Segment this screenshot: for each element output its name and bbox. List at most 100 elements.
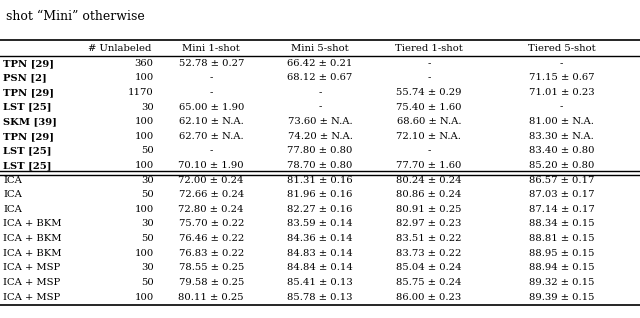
Text: 55.74 ± 0.29: 55.74 ± 0.29 <box>396 88 461 97</box>
Text: 85.75 ± 0.24: 85.75 ± 0.24 <box>396 278 461 287</box>
Text: 100: 100 <box>134 293 154 301</box>
Text: 88.95 ± 0.15: 88.95 ± 0.15 <box>529 249 595 258</box>
Text: Mini 5-shot: Mini 5-shot <box>291 44 349 53</box>
Text: 66.42 ± 0.21: 66.42 ± 0.21 <box>287 59 353 68</box>
Text: 83.30 ± N.A.: 83.30 ± N.A. <box>529 132 594 141</box>
Text: 30: 30 <box>141 219 154 228</box>
Text: 72.10 ± N.A.: 72.10 ± N.A. <box>396 132 461 141</box>
Text: TPN [29]: TPN [29] <box>3 88 54 97</box>
Text: Mini 1-shot: Mini 1-shot <box>182 44 240 53</box>
Text: 88.94 ± 0.15: 88.94 ± 0.15 <box>529 263 595 272</box>
Text: 50: 50 <box>141 146 154 156</box>
Text: -: - <box>427 73 431 82</box>
Text: PSN [2]: PSN [2] <box>3 73 47 82</box>
Text: ICA: ICA <box>3 205 22 214</box>
Text: TPN [29]: TPN [29] <box>3 59 54 68</box>
Text: 72.00 ± 0.24: 72.00 ± 0.24 <box>179 176 244 185</box>
Text: 100: 100 <box>134 117 154 126</box>
Text: 78.55 ± 0.25: 78.55 ± 0.25 <box>179 263 244 272</box>
Text: 71.01 ± 0.23: 71.01 ± 0.23 <box>529 88 595 97</box>
Text: 83.51 ± 0.22: 83.51 ± 0.22 <box>396 234 461 243</box>
Text: -: - <box>209 73 213 82</box>
Text: 81.96 ± 0.16: 81.96 ± 0.16 <box>287 190 353 199</box>
Text: 77.70 ± 1.60: 77.70 ± 1.60 <box>396 161 461 170</box>
Text: 85.04 ± 0.24: 85.04 ± 0.24 <box>396 263 461 272</box>
Text: 50: 50 <box>141 278 154 287</box>
Text: ICA: ICA <box>3 190 22 199</box>
Text: 77.80 ± 0.80: 77.80 ± 0.80 <box>287 146 353 156</box>
Text: 360: 360 <box>134 59 154 68</box>
Text: ICA + MSP: ICA + MSP <box>3 293 60 301</box>
Text: 89.32 ± 0.15: 89.32 ± 0.15 <box>529 278 595 287</box>
Text: 80.11 ± 0.25: 80.11 ± 0.25 <box>179 293 244 301</box>
Text: ICA: ICA <box>3 176 22 185</box>
Text: 50: 50 <box>141 190 154 199</box>
Text: 84.36 ± 0.14: 84.36 ± 0.14 <box>287 234 353 243</box>
Text: 75.40 ± 1.60: 75.40 ± 1.60 <box>396 103 461 112</box>
Text: 80.86 ± 0.24: 80.86 ± 0.24 <box>396 190 461 199</box>
Text: 83.40 ± 0.80: 83.40 ± 0.80 <box>529 146 595 156</box>
Text: 81.31 ± 0.16: 81.31 ± 0.16 <box>287 176 353 185</box>
Text: SKM [39]: SKM [39] <box>3 117 57 126</box>
Text: ICA + BKM: ICA + BKM <box>3 249 61 258</box>
Text: LST [25]: LST [25] <box>3 161 52 170</box>
Text: 73.60 ± N.A.: 73.60 ± N.A. <box>288 117 352 126</box>
Text: 30: 30 <box>141 103 154 112</box>
Text: 100: 100 <box>134 249 154 258</box>
Text: 100: 100 <box>134 161 154 170</box>
Text: ICA + BKM: ICA + BKM <box>3 219 61 228</box>
Text: 81.00 ± N.A.: 81.00 ± N.A. <box>529 117 594 126</box>
Text: TPN [29]: TPN [29] <box>3 132 54 141</box>
Text: 76.46 ± 0.22: 76.46 ± 0.22 <box>179 234 244 243</box>
Text: 87.03 ± 0.17: 87.03 ± 0.17 <box>529 190 595 199</box>
Text: 72.66 ± 0.24: 72.66 ± 0.24 <box>179 190 244 199</box>
Text: 68.12 ± 0.67: 68.12 ± 0.67 <box>287 73 353 82</box>
Text: 82.27 ± 0.16: 82.27 ± 0.16 <box>287 205 353 214</box>
Text: 76.83 ± 0.22: 76.83 ± 0.22 <box>179 249 244 258</box>
Text: 52.78 ± 0.27: 52.78 ± 0.27 <box>179 59 244 68</box>
Text: -: - <box>318 103 322 112</box>
Text: 74.20 ± N.A.: 74.20 ± N.A. <box>287 132 353 141</box>
Text: 84.84 ± 0.14: 84.84 ± 0.14 <box>287 263 353 272</box>
Text: # Unlabeled: # Unlabeled <box>88 44 152 53</box>
Text: 100: 100 <box>134 73 154 82</box>
Text: -: - <box>560 59 563 68</box>
Text: 1170: 1170 <box>128 88 154 97</box>
Text: 85.20 ± 0.80: 85.20 ± 0.80 <box>529 161 595 170</box>
Text: ICA + MSP: ICA + MSP <box>3 263 60 272</box>
Text: -: - <box>209 88 213 97</box>
Text: 83.59 ± 0.14: 83.59 ± 0.14 <box>287 219 353 228</box>
Text: 100: 100 <box>134 205 154 214</box>
Text: 80.24 ± 0.24: 80.24 ± 0.24 <box>396 176 461 185</box>
Text: ICA + MSP: ICA + MSP <box>3 278 60 287</box>
Text: 72.80 ± 0.24: 72.80 ± 0.24 <box>179 205 244 214</box>
Text: 71.15 ± 0.67: 71.15 ± 0.67 <box>529 73 595 82</box>
Text: 87.14 ± 0.17: 87.14 ± 0.17 <box>529 205 595 214</box>
Text: 86.00 ± 0.23: 86.00 ± 0.23 <box>396 293 461 301</box>
Text: -: - <box>318 88 322 97</box>
Text: 78.70 ± 0.80: 78.70 ± 0.80 <box>287 161 353 170</box>
Text: LST [25]: LST [25] <box>3 103 52 112</box>
Text: 88.34 ± 0.15: 88.34 ± 0.15 <box>529 219 595 228</box>
Text: Tiered 1-shot: Tiered 1-shot <box>395 44 463 53</box>
Text: 30: 30 <box>141 176 154 185</box>
Text: 68.60 ± N.A.: 68.60 ± N.A. <box>397 117 461 126</box>
Text: ICA + BKM: ICA + BKM <box>3 234 61 243</box>
Text: LST [25]: LST [25] <box>3 146 52 156</box>
Text: 83.73 ± 0.22: 83.73 ± 0.22 <box>396 249 461 258</box>
Text: 84.83 ± 0.14: 84.83 ± 0.14 <box>287 249 353 258</box>
Text: 70.10 ± 1.90: 70.10 ± 1.90 <box>179 161 244 170</box>
Text: 86.57 ± 0.17: 86.57 ± 0.17 <box>529 176 595 185</box>
Text: 89.39 ± 0.15: 89.39 ± 0.15 <box>529 293 595 301</box>
Text: 88.81 ± 0.15: 88.81 ± 0.15 <box>529 234 595 243</box>
Text: 62.10 ± N.A.: 62.10 ± N.A. <box>179 117 244 126</box>
Text: Tiered 5-shot: Tiered 5-shot <box>528 44 595 53</box>
Text: 100: 100 <box>134 132 154 141</box>
Text: -: - <box>209 146 213 156</box>
Text: shot “Mini” otherwise: shot “Mini” otherwise <box>6 10 145 23</box>
Text: -: - <box>560 103 563 112</box>
Text: -: - <box>427 146 431 156</box>
Text: -: - <box>427 59 431 68</box>
Text: 79.58 ± 0.25: 79.58 ± 0.25 <box>179 278 244 287</box>
Text: 85.78 ± 0.13: 85.78 ± 0.13 <box>287 293 353 301</box>
